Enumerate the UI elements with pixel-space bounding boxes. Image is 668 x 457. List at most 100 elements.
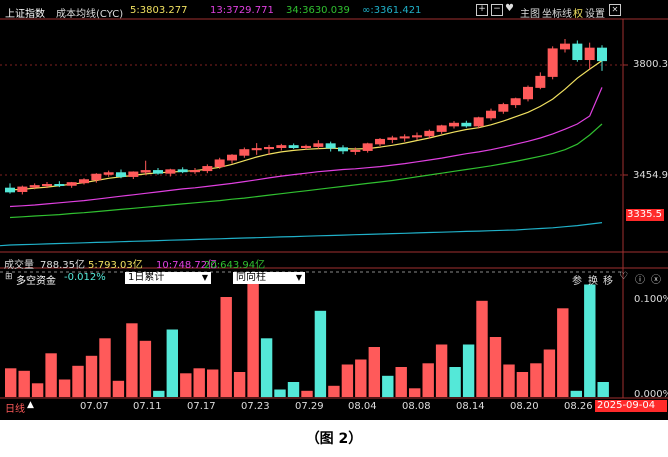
date-tick-label: 08.20 <box>510 401 539 412</box>
fund-bar <box>58 379 71 397</box>
candle-body <box>91 173 102 181</box>
candle-body <box>350 149 361 152</box>
fund-bar <box>274 389 286 397</box>
candle-body <box>140 170 151 173</box>
heart-icon[interactable]: ♡ <box>619 271 628 282</box>
fund-bar <box>99 338 111 398</box>
triangle-up-icon[interactable]: ▲ <box>27 400 34 410</box>
fund-value: -0.012% <box>64 272 106 283</box>
candle-body <box>276 145 287 148</box>
candle-body <box>239 149 250 156</box>
fund-bar <box>18 370 30 398</box>
candle-body <box>399 136 410 139</box>
volume-ma20: 20:643.94亿 <box>204 260 266 271</box>
date-tick-label: 08.14 <box>456 401 485 412</box>
candle-body <box>165 169 176 174</box>
fund-bar <box>126 323 138 398</box>
zoom-in-icon[interactable]: + <box>476 4 488 16</box>
move-button[interactable]: 移 <box>603 276 613 287</box>
fund-bar <box>422 363 434 397</box>
fund-bar <box>5 368 17 397</box>
candle-body <box>535 75 546 88</box>
candle-body <box>510 98 521 106</box>
main-chart-button[interactable]: 主图 <box>520 9 540 20</box>
candle-body <box>375 138 385 145</box>
fund-bar <box>476 300 488 397</box>
date-tick-label: 07.07 <box>80 401 109 412</box>
ma-inf-readout: ∞:3361.421 <box>362 5 422 16</box>
coordinate-button[interactable]: 坐标线 <box>542 9 572 20</box>
fund-title: 多空资金 <box>16 276 56 287</box>
candle-body <box>288 145 299 148</box>
fund-bar <box>301 390 313 397</box>
fund-axis-bottom: 0.000% <box>634 389 668 400</box>
settings-button[interactable]: 设置 <box>585 9 605 20</box>
candle-body <box>264 146 274 150</box>
fund-bar <box>516 372 529 397</box>
chart-window: 上证指数 成本均线(CYC) 5:3803.277 13:3729.771 34… <box>0 0 668 420</box>
fund-bar <box>45 353 57 398</box>
fund-bar <box>233 372 246 397</box>
fund-bar <box>72 365 84 398</box>
fund-bar <box>341 364 354 397</box>
fund-bar <box>85 355 98 398</box>
expand-icon[interactable]: ⊞ <box>5 272 13 282</box>
bar-mode-select-value: 同向柱 <box>236 272 266 283</box>
date-tick-label: 07.23 <box>241 401 270 412</box>
candle-body <box>128 171 139 177</box>
period-selector[interactable]: 日线 <box>5 404 25 415</box>
fund-bar <box>31 383 44 397</box>
candle-body <box>214 159 225 168</box>
candle-body <box>523 86 533 100</box>
candle-body <box>584 47 595 61</box>
candle-body <box>436 125 447 132</box>
candle-body <box>313 143 324 147</box>
current-date-label: 2025-09-04 <box>595 400 667 412</box>
candle-body <box>498 104 509 112</box>
candle-body <box>66 182 77 186</box>
candle-body <box>486 110 496 119</box>
candle-body <box>597 47 607 62</box>
price-label-mid: 3454.9 <box>633 170 668 181</box>
price-label-current: 3335.5 <box>626 209 664 221</box>
index-name: 上证指数 <box>5 9 45 20</box>
date-tick-label: 08.08 <box>402 401 431 412</box>
chevron-down-icon: ▼ <box>295 273 302 282</box>
switch-button[interactable]: 换 <box>588 276 598 287</box>
candle-body <box>547 48 558 77</box>
fund-axis-top: 0.100% <box>634 294 668 305</box>
indicator-name[interactable]: 成本均线(CYC) <box>56 9 124 20</box>
ma5-readout: 5:3803.277 <box>130 5 188 16</box>
candle-body <box>473 117 484 127</box>
date-tick-label: 07.11 <box>133 401 162 412</box>
fund-bar <box>597 382 609 397</box>
candle-body <box>251 148 262 151</box>
rights-button[interactable]: 权 <box>573 9 583 20</box>
close-icon[interactable]: ⓧ <box>651 275 661 286</box>
candle-body <box>5 187 15 193</box>
close-icon[interactable]: ✕ <box>609 4 621 16</box>
info-icon[interactable]: ⓘ <box>635 275 645 286</box>
heart-icon[interactable]: ♥ <box>505 3 514 14</box>
candle-body <box>449 122 459 127</box>
candle-body <box>190 170 200 173</box>
candle-body <box>461 122 472 127</box>
bar-mode-select[interactable]: 同向柱 ▼ <box>233 272 305 284</box>
params-button[interactable]: 参 <box>572 276 582 287</box>
date-tick-label: 08.26 <box>564 401 593 412</box>
fund-bar <box>382 375 394 398</box>
fund-bar <box>287 382 300 397</box>
fund-bar <box>503 364 515 397</box>
candle-body <box>560 43 570 50</box>
zoom-out-icon[interactable]: − <box>491 4 503 16</box>
accumulate-select[interactable]: 1日累计 ▼ <box>125 272 211 284</box>
date-tick-label: 08.04 <box>348 401 377 412</box>
volume-ma10: 10:748.72亿 <box>156 260 218 271</box>
fund-bar <box>435 344 448 397</box>
fund-bar <box>584 284 596 397</box>
candle-body <box>79 179 89 184</box>
candle-body <box>202 166 213 172</box>
candle-body <box>387 137 398 140</box>
fund-bar <box>557 308 569 397</box>
chevron-down-icon: ▼ <box>201 273 208 282</box>
